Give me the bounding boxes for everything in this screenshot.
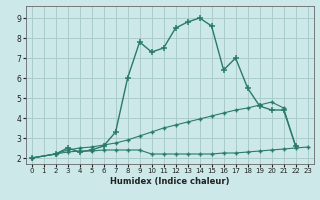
X-axis label: Humidex (Indice chaleur): Humidex (Indice chaleur) [110,177,229,186]
